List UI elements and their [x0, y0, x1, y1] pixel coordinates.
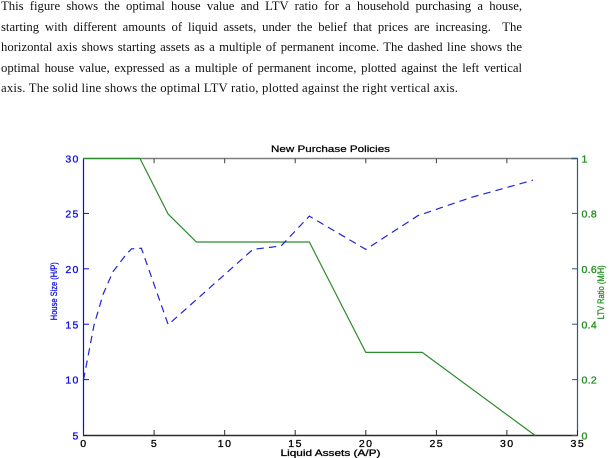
- svg-text:20: 20: [65, 264, 79, 276]
- svg-text:0.4: 0.4: [582, 319, 598, 331]
- svg-text:LTV Ratio (M/H): LTV Ratio (M/H): [596, 265, 607, 319]
- svg-text:0.8: 0.8: [582, 209, 598, 221]
- svg-text:0.6: 0.6: [582, 264, 598, 276]
- svg-text:1: 1: [582, 154, 588, 166]
- svg-text:0: 0: [80, 438, 87, 450]
- svg-text:5: 5: [73, 431, 80, 443]
- svg-text:House Size (H/P): House Size (H/P): [49, 262, 60, 320]
- svg-text:25: 25: [65, 209, 79, 221]
- svg-text:20: 20: [359, 438, 374, 450]
- svg-text:5: 5: [151, 438, 158, 450]
- svg-text:10: 10: [65, 375, 79, 387]
- svg-text:30: 30: [65, 154, 79, 166]
- svg-text:15: 15: [288, 438, 303, 450]
- svg-text:35: 35: [571, 438, 586, 450]
- svg-text:0.2: 0.2: [582, 375, 598, 387]
- svg-text:10: 10: [218, 438, 233, 450]
- svg-text:0: 0: [582, 431, 588, 443]
- svg-text:New Purchase Policies: New Purchase Policies: [271, 144, 390, 155]
- svg-text:Liquid Assets (A/P): Liquid Assets (A/P): [281, 448, 381, 458]
- svg-text:30: 30: [500, 438, 515, 450]
- svg-text:15: 15: [65, 319, 79, 331]
- svg-text:25: 25: [429, 438, 444, 450]
